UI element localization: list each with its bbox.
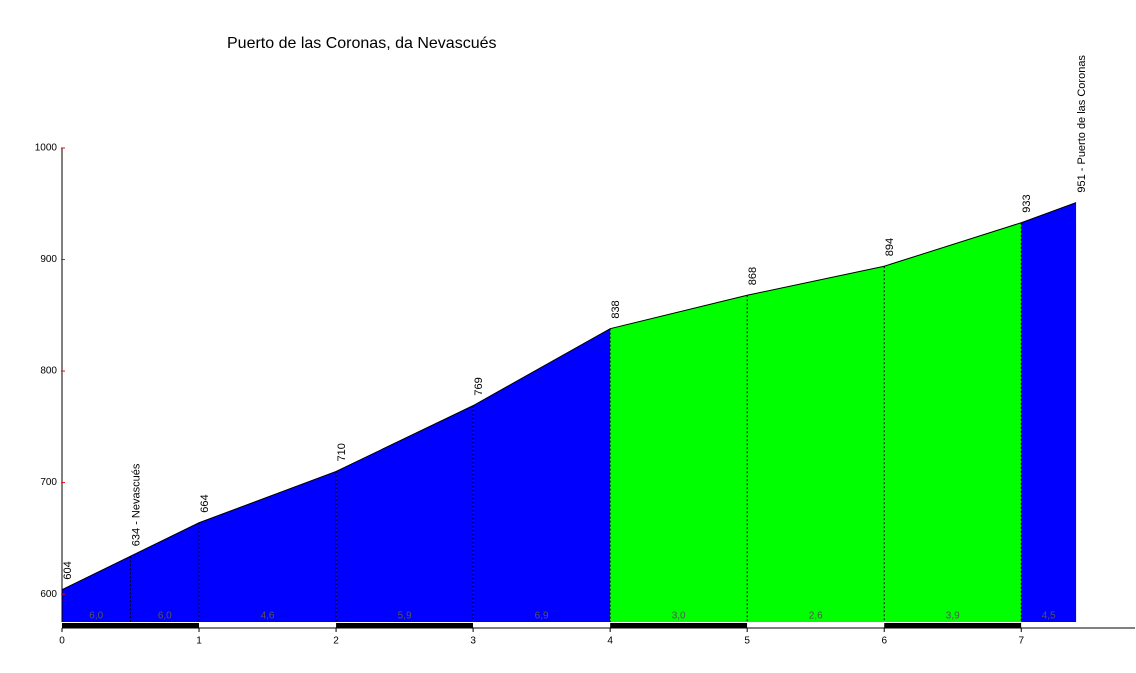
x-tick-label: 2	[333, 636, 339, 647]
x-tick-label: 3	[470, 636, 476, 647]
x-tick-label: 5	[744, 636, 750, 647]
y-tick-label: 1000	[35, 143, 58, 154]
x-tick-label: 0	[59, 636, 65, 647]
profile-segment	[130, 522, 200, 622]
gradient-label: 4,6	[261, 611, 275, 622]
chart-title: Puerto de las Coronas, da Nevascués	[227, 35, 496, 52]
km-bar	[336, 623, 474, 628]
value-label: 769	[473, 377, 485, 395]
profile-segment	[884, 222, 1022, 622]
value-label: 951 - Puerto de las Coronas	[1076, 55, 1088, 193]
profile-line	[61, 202, 1077, 591]
value-label: 634 - Nevascués	[130, 463, 142, 546]
gradient-label: 4,5	[1042, 611, 1056, 622]
y-tick-label: 900	[40, 254, 57, 265]
profile-segment	[610, 295, 748, 622]
profile-segment	[62, 556, 131, 622]
km-bar	[1021, 623, 1077, 628]
km-bar	[884, 623, 1022, 628]
gradient-label: 5,9	[398, 611, 412, 622]
value-label: 894	[884, 238, 896, 256]
y-tick-label: 800	[40, 366, 57, 377]
value-label: 838	[610, 300, 622, 318]
profile-segment	[747, 266, 885, 622]
profile-segment	[473, 328, 611, 622]
value-label: 868	[747, 267, 759, 285]
gradient-label: 6,0	[158, 611, 172, 622]
x-tick-label: 6	[881, 636, 887, 647]
profile-segment	[1021, 202, 1077, 622]
km-bar	[199, 623, 337, 628]
value-label: 664	[199, 494, 211, 512]
value-label: 933	[1021, 194, 1033, 212]
x-tick-label: 4	[607, 636, 613, 647]
y-tick-label: 600	[40, 589, 57, 600]
profile-segment	[199, 471, 337, 622]
x-tick-label: 7	[1018, 636, 1024, 647]
km-bar	[747, 623, 885, 628]
gradient-label: 2,6	[809, 611, 823, 622]
km-bar	[62, 623, 200, 628]
km-bar	[473, 623, 611, 628]
gradient-label: 6,0	[89, 611, 103, 622]
profile-segment	[336, 405, 474, 622]
value-label: 604	[62, 561, 74, 579]
gradient-label: 3,0	[672, 611, 686, 622]
km-bar	[610, 623, 748, 628]
y-tick-label: 700	[40, 477, 57, 488]
value-label: 710	[336, 443, 348, 461]
x-tick-label: 1	[196, 636, 202, 647]
gradient-label: 6,9	[535, 611, 549, 622]
gradient-label: 3,9	[946, 611, 960, 622]
